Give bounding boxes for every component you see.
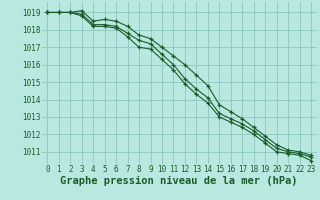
X-axis label: Graphe pression niveau de la mer (hPa): Graphe pression niveau de la mer (hPa) [60, 176, 298, 186]
